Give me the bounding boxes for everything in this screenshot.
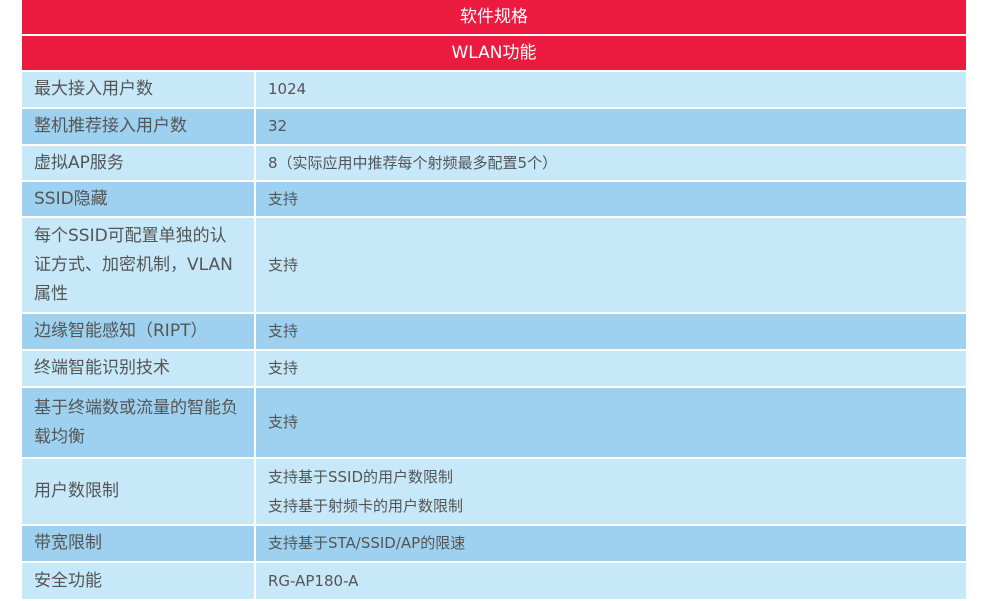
spec-value: 支持: [256, 314, 966, 349]
table-row: 安全功能 RG-AP180-A: [22, 563, 966, 599]
spec-value: RG-AP180-A: [256, 563, 966, 599]
spec-name: 边缘智能感知（RIPT）: [22, 314, 256, 349]
spec-name: 带宽限制: [22, 526, 256, 561]
spec-value: 8（实际应用中推荐每个射频最多配置5个）: [256, 146, 966, 180]
spec-value: 支持: [256, 388, 966, 457]
spec-value-line: 32: [268, 117, 288, 135]
spec-value-line: 支持: [268, 189, 299, 208]
spec-value-line: 支持: [268, 322, 299, 340]
table-row: 基于终端数或流量的智能负载均衡 支持: [22, 388, 966, 457]
table-title: 软件规格: [22, 0, 966, 34]
spec-value: 支持: [256, 182, 966, 216]
table-row: 带宽限制 支持基于STA/SSID/AP的限速: [22, 526, 966, 561]
spec-name: SSID隐藏: [22, 182, 256, 216]
table-row: 最大接入用户数 1024: [22, 72, 966, 107]
table-row: 终端智能识别技术 支持: [22, 351, 966, 386]
section-header: WLAN功能: [22, 36, 966, 70]
spec-name: 最大接入用户数: [22, 72, 256, 107]
spec-value-line: 支持: [268, 413, 299, 431]
table-row: 用户数限制 支持基于SSID的用户数限制 支持基于射频卡的用户数限制: [22, 459, 966, 524]
spec-value-line: 支持基于射频卡的用户数限制: [268, 496, 464, 515]
spec-value: 支持基于SSID的用户数限制 支持基于射频卡的用户数限制: [256, 459, 966, 524]
spec-value-line: 支持: [268, 359, 299, 377]
spec-table: 软件规格 WLAN功能 最大接入用户数 1024 整机推荐接入用户数 32 虚拟AP服务…: [22, 0, 966, 601]
spec-name: 虚拟AP服务: [22, 146, 256, 180]
spec-name: 整机推荐接入用户数: [22, 109, 256, 144]
spec-value-line: 支持基于SSID的用户数限制: [268, 467, 454, 486]
spec-value-line: 支持: [268, 255, 299, 274]
spec-name: 用户数限制: [22, 459, 256, 524]
spec-name: 安全功能: [22, 563, 256, 599]
table-row: SSID隐藏 支持: [22, 182, 966, 216]
table-row: 边缘智能感知（RIPT） 支持: [22, 314, 966, 349]
table-row: 整机推荐接入用户数 32: [22, 109, 966, 144]
spec-value-line: RG-AP180-A: [268, 571, 359, 590]
spec-value-line: 支持基于STA/SSID/AP的限速: [268, 534, 466, 552]
spec-name: 终端智能识别技术: [22, 351, 256, 386]
table-row: 虚拟AP服务 8（实际应用中推荐每个射频最多配置5个）: [22, 146, 966, 180]
spec-name: 每个SSID可配置单独的认证方式、加密机制，VLAN属性: [22, 218, 256, 312]
spec-value: 1024: [256, 72, 966, 107]
table-body: 最大接入用户数 1024 整机推荐接入用户数 32 虚拟AP服务 8（实际应用中推荐每个射…: [22, 72, 966, 599]
spec-name: 基于终端数或流量的智能负载均衡: [22, 388, 256, 457]
spec-value: 32: [256, 109, 966, 144]
spec-value: 支持: [256, 351, 966, 386]
spec-value: 支持基于STA/SSID/AP的限速: [256, 526, 966, 561]
spec-value-line: 8（实际应用中推荐每个射频最多配置5个）: [268, 153, 558, 172]
spec-value: 支持: [256, 218, 966, 312]
spec-value-line: 1024: [268, 80, 307, 98]
table-row: 每个SSID可配置单独的认证方式、加密机制，VLAN属性 支持: [22, 218, 966, 312]
